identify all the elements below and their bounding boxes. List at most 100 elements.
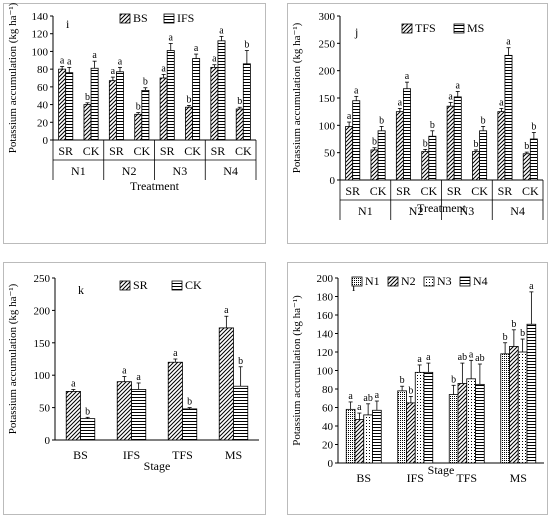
y-tick-label: 0 <box>328 458 334 470</box>
legend-swatch-tfs <box>401 23 413 34</box>
bar-ck-ifs <box>131 389 147 441</box>
bar-n3-tfs <box>466 378 476 464</box>
x-tick-label: SR <box>211 144 226 158</box>
x-tick-label: SR <box>396 184 411 198</box>
panel-border <box>287 3 548 244</box>
legend-swatch-ms <box>453 23 465 34</box>
significance-letter: b <box>85 92 90 103</box>
x-tick-label: IFS <box>407 471 424 485</box>
legend-swatch-bs <box>119 13 131 24</box>
significance-letter: ab <box>363 393 372 404</box>
group-label: N2 <box>122 164 137 178</box>
significance-letter: a <box>194 43 199 54</box>
legend-label-n2: N2 <box>401 274 416 288</box>
significance-letter: b <box>503 332 508 343</box>
significance-letter: b <box>451 374 456 385</box>
significance-letter: b <box>474 139 479 150</box>
panel-border <box>3 3 266 244</box>
bar-ifs-ck <box>90 67 99 141</box>
x-tick-label: CK <box>83 144 100 158</box>
bar-tfs-sr <box>497 111 506 181</box>
legend-label-sr: SR <box>133 278 148 292</box>
bar-tfs-sr <box>446 105 455 181</box>
significance-letter: a <box>67 56 72 67</box>
significance-letter: b <box>238 356 243 367</box>
significance-letter: b <box>85 406 90 417</box>
bar-bs-ck <box>185 106 193 141</box>
bar-sr-tfs <box>167 361 183 441</box>
y-tick-label: 250 <box>34 273 51 285</box>
x-tick-label: SR <box>447 184 462 198</box>
bar-n4-tfs <box>475 383 485 464</box>
bar-n3-ifs <box>414 371 425 464</box>
bar-ms-sr <box>403 88 411 181</box>
y-tick-label: 200 <box>317 273 334 285</box>
x-tick-label: CK <box>133 144 150 158</box>
legend-label-ifs: IFS <box>177 11 194 25</box>
bar-sr-bs <box>65 390 81 441</box>
bar-n4-bs <box>372 409 382 464</box>
bar-ifs-ck <box>141 90 150 141</box>
bar-sr-ifs <box>116 381 132 441</box>
y-tick-label: 0 <box>45 435 51 447</box>
bar-ck-ms <box>233 385 249 441</box>
y-tick-label: 50 <box>39 403 51 415</box>
group-label: N1 <box>71 164 86 178</box>
significance-letter: a <box>357 402 362 413</box>
legend-label-ck: CK <box>185 278 202 292</box>
significance-letter: b <box>372 137 377 148</box>
legend-label-n3: N3 <box>437 274 452 288</box>
panel-tag: k <box>78 283 84 297</box>
bar-bs-sr <box>58 68 67 141</box>
significance-letter: b <box>400 375 405 386</box>
panel-tag: i <box>66 17 70 31</box>
significance-letter: b <box>524 141 529 152</box>
bar-ms-ck <box>377 130 386 181</box>
significance-letter: a <box>136 372 141 383</box>
significance-letter: b <box>187 397 192 408</box>
legend-swatch-n1 <box>351 276 363 287</box>
bar-bs-sr <box>210 66 219 141</box>
bar-tfs-ck <box>472 151 480 181</box>
y-tick-label: 50 <box>324 148 336 160</box>
x-tick-label: SR <box>345 184 360 198</box>
significance-letter: a <box>398 97 403 108</box>
bar-n4-ms <box>526 323 537 464</box>
y-tick-label: 160 <box>317 310 334 322</box>
significance-letter: a <box>169 32 174 43</box>
significance-letter: b <box>531 121 536 132</box>
panel-tag: l <box>352 280 356 294</box>
chart-panel-k: 0 50 100 150 200 250 Potassium accumulation (k… <box>3 262 266 515</box>
x-tick-label: MS <box>510 471 527 485</box>
group-label: N4 <box>510 204 525 218</box>
bar-bs-ck <box>83 104 92 141</box>
bar-tfs-ck <box>370 149 379 181</box>
legend-swatch-n2 <box>387 276 399 287</box>
x-axis-title: Stage <box>144 459 171 473</box>
y-axis-title: Potassium accumulation (kg ha⁻¹) <box>291 295 303 446</box>
legend-label-n4: N4 <box>473 274 488 288</box>
significance-letter: a <box>426 352 431 363</box>
significance-letter: a <box>224 305 229 316</box>
significance-letter: a <box>417 354 422 365</box>
y-tick-label: 100 <box>317 366 334 378</box>
group-label: N3 <box>460 204 475 218</box>
y-tick-label: 0 <box>43 135 49 147</box>
group-label: N3 <box>173 164 188 178</box>
group-label: N2 <box>409 204 424 218</box>
x-tick-label: CK <box>184 144 201 158</box>
x-axis-title: Treatment <box>130 179 180 193</box>
significance-letter: b <box>237 96 242 107</box>
panel-border <box>287 262 548 515</box>
y-tick-label: 20 <box>37 117 49 129</box>
chart-panel-i: 0 20 40 60 80 100 120 140 Potassium accumulation… <box>3 2 266 244</box>
bar-n1-tfs <box>448 394 459 464</box>
bar-ms-ck <box>479 130 488 181</box>
significance-letter: ab <box>475 353 484 364</box>
bar-n1-ifs <box>397 390 407 464</box>
bar-n2-ifs <box>406 402 416 464</box>
bar-tfs-sr <box>395 111 404 181</box>
y-tick-label: 140 <box>317 329 334 341</box>
y-tick-label: 40 <box>322 421 334 433</box>
legend-label-tfs: TFS <box>415 21 436 35</box>
